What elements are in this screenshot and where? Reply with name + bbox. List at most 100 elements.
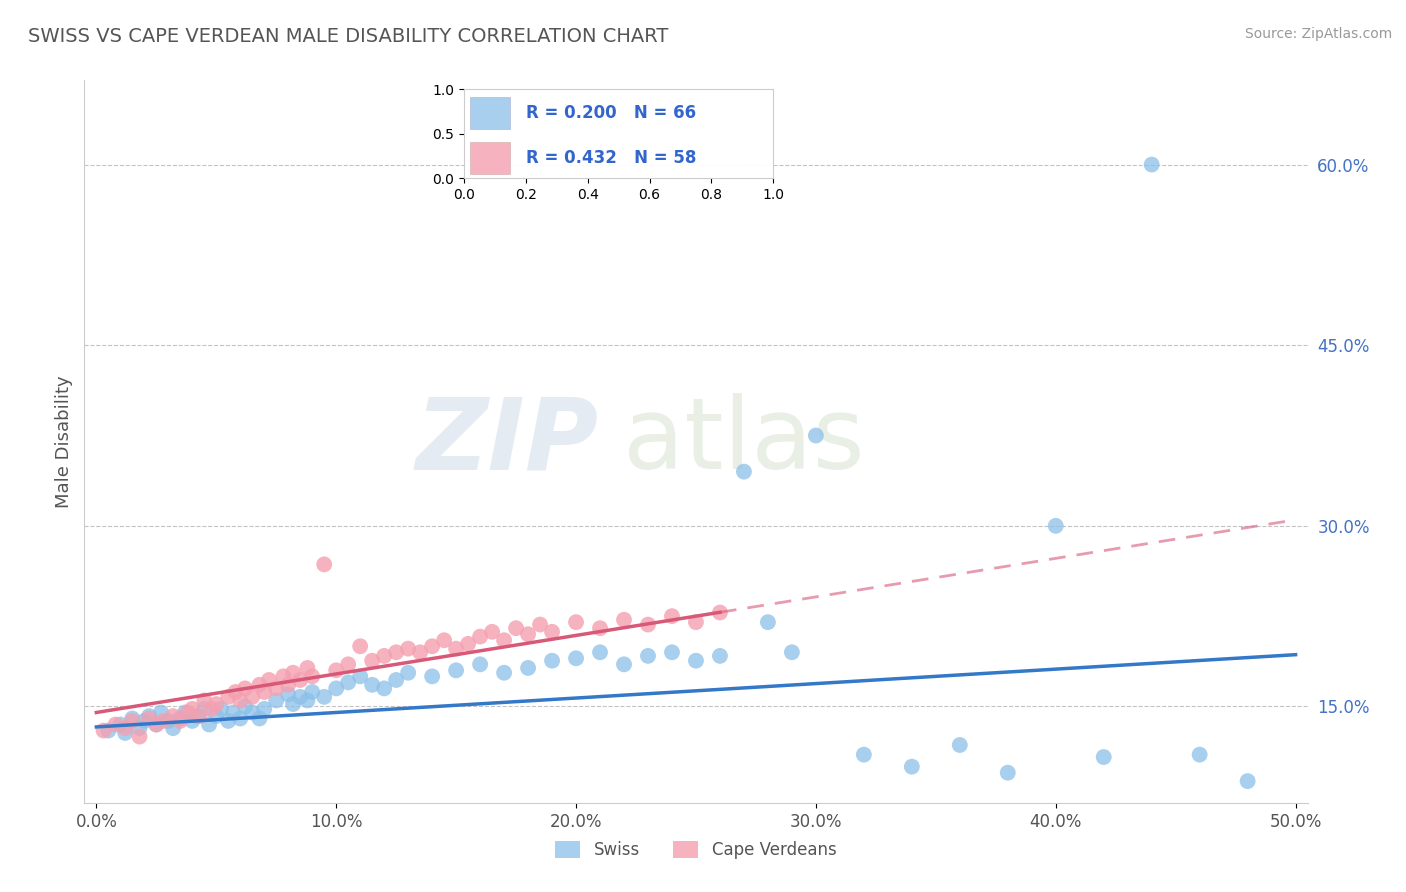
Point (396, 665, 419, 680)
Point (162, 709, 184, 723)
Point (361, 654, 384, 668)
Point (205, 709, 228, 723)
Text: ZIP: ZIP (415, 393, 598, 490)
Point (314, 690, 336, 704)
Point (733, 465, 755, 479)
Text: atlas: atlas (623, 393, 865, 490)
Point (114, 721, 136, 735)
Point (529, 617, 551, 632)
Point (104, 717, 127, 731)
Text: R = 0.432   N = 58: R = 0.432 N = 58 (526, 149, 696, 167)
Point (661, 609, 683, 624)
Point (541, 624, 564, 639)
FancyBboxPatch shape (470, 142, 510, 174)
Point (169, 712, 191, 726)
Point (468, 630, 491, 644)
Point (661, 645, 683, 659)
Point (193, 702, 215, 716)
Point (233, 699, 256, 714)
Point (901, 760, 924, 774)
Point (444, 641, 467, 656)
Point (145, 717, 167, 731)
Point (152, 714, 174, 728)
Point (396, 641, 419, 656)
Point (128, 730, 150, 744)
Point (1045, 519, 1067, 533)
Point (121, 712, 143, 726)
Point (290, 673, 312, 687)
Point (205, 697, 228, 711)
Point (253, 685, 276, 699)
Point (1140, 158, 1163, 172)
Point (217, 714, 239, 728)
Point (565, 651, 588, 665)
Point (249, 712, 271, 726)
Point (176, 706, 198, 720)
Point (804, 428, 827, 442)
Point (224, 685, 246, 699)
Point (209, 702, 232, 716)
Point (97, 723, 120, 738)
Point (420, 639, 443, 653)
Point (93, 723, 115, 738)
Point (444, 664, 467, 678)
Point (481, 624, 503, 639)
Point (517, 627, 540, 641)
FancyBboxPatch shape (470, 97, 510, 129)
Point (162, 721, 184, 735)
Point (277, 687, 299, 701)
Point (565, 615, 588, 630)
Text: R = 0.200   N = 66: R = 0.200 N = 66 (526, 104, 696, 122)
Point (433, 633, 456, 648)
Point (264, 693, 287, 707)
Point (110, 717, 132, 731)
Point (114, 726, 136, 740)
Point (373, 681, 395, 696)
Point (301, 669, 323, 683)
Point (325, 664, 347, 678)
Point (613, 657, 636, 672)
Point (349, 639, 371, 653)
Point (229, 693, 252, 707)
Point (685, 615, 707, 630)
Point (517, 661, 540, 675)
Point (314, 558, 336, 572)
Point (273, 669, 295, 683)
Point (145, 717, 167, 731)
Point (637, 617, 659, 632)
Point (361, 678, 384, 692)
Point (852, 747, 875, 762)
Point (468, 657, 491, 672)
Point (174, 706, 197, 720)
Point (709, 648, 731, 663)
Point (1092, 750, 1115, 764)
Point (157, 714, 180, 728)
Point (385, 673, 408, 687)
Point (337, 675, 360, 690)
Point (150, 706, 173, 720)
Point (290, 690, 312, 704)
Text: SWISS VS CAPE VERDEAN MALE DISABILITY CORRELATION CHART: SWISS VS CAPE VERDEAN MALE DISABILITY CO… (28, 27, 668, 45)
Point (613, 613, 636, 627)
Point (756, 615, 779, 630)
Point (229, 712, 252, 726)
Point (589, 645, 612, 659)
Point (457, 637, 479, 651)
Point (297, 693, 319, 707)
Point (264, 681, 287, 696)
Point (385, 645, 408, 659)
Point (301, 685, 323, 699)
Point (217, 690, 239, 704)
Point (281, 665, 304, 680)
Point (637, 648, 659, 663)
Point (325, 681, 347, 696)
Point (541, 654, 564, 668)
Point (138, 709, 160, 723)
Point (780, 645, 803, 659)
Point (349, 669, 371, 683)
Point (281, 697, 304, 711)
Point (198, 717, 221, 731)
Point (188, 709, 211, 723)
Point (181, 702, 204, 716)
Point (240, 706, 263, 720)
